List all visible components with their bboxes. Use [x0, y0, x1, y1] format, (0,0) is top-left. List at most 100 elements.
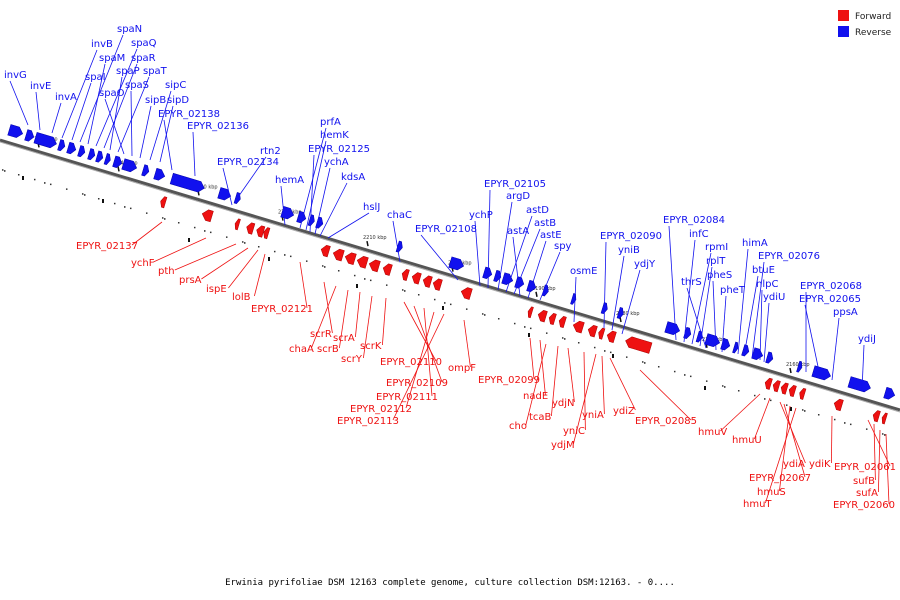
reverse-gene-label: spaP	[116, 66, 140, 77]
reverse-gene-label: thrS	[681, 277, 702, 288]
forward-gene-arrow	[382, 263, 393, 276]
minor-tick	[225, 236, 228, 238]
reverse-leader	[512, 236, 521, 297]
forward-gene-label: ydiZ	[613, 406, 635, 417]
forward-gene-arrow	[234, 218, 241, 231]
reverse-leader	[712, 280, 717, 351]
reverse-leader	[103, 63, 138, 149]
forward-leader	[873, 423, 876, 481]
reverse-leader	[327, 212, 370, 239]
forward-leader	[405, 311, 435, 409]
reverse-leader	[743, 275, 759, 357]
minor-tick	[849, 423, 852, 426]
reverse-gene-label: astE	[540, 230, 562, 241]
caption: Erwinia pyrifoliae DSM 12163 complete ge…	[225, 578, 675, 588]
minor-tick	[385, 284, 388, 286]
reverse-leader	[222, 167, 233, 206]
minor-tick	[164, 218, 166, 220]
forward-gene-label: EPYR_02137	[76, 241, 138, 252]
reverse-gene-arrow	[765, 351, 774, 364]
reverse-leader	[751, 261, 765, 359]
forward-leader	[174, 243, 237, 271]
forward-gene-arrow	[246, 222, 256, 235]
forward-gene-label: EPYR_02121	[251, 304, 313, 315]
forward-gene-arrow	[833, 398, 844, 412]
reverse-gene-arrow	[87, 148, 96, 161]
forward-gene-label: EPYR_02112	[350, 404, 412, 415]
forward-gene-label: ydjN	[552, 398, 575, 409]
reverse-gene-arrow	[141, 164, 150, 177]
reverse-gene-arrow	[732, 341, 739, 354]
minor-tick	[337, 270, 340, 272]
forward-gene-label: EPYR_02110	[380, 357, 442, 368]
reverse-gene-label: invA	[55, 92, 77, 103]
forward-gene-label: EPYR_02061	[834, 462, 896, 473]
forward-gene-arrow	[460, 287, 473, 300]
reverse-leader	[831, 317, 840, 381]
forward-leader	[228, 249, 259, 289]
reverse-leader	[721, 295, 727, 353]
reverse-gene-label: EPYR_02065	[799, 294, 861, 305]
backbone-shadow	[0, 141, 900, 413]
reverse-gene-label: ychA	[324, 157, 349, 168]
forward-gene-arrow	[263, 227, 271, 240]
reverse-leader	[691, 252, 712, 345]
forward-leader	[779, 405, 791, 492]
minor-tick	[81, 193, 84, 195]
reverse-gene-label: ydiU	[763, 292, 785, 303]
reverse-gene-label: invG	[4, 70, 27, 81]
minor-tick	[84, 194, 86, 196]
reverse-leader	[309, 154, 315, 233]
minor-tick	[481, 313, 484, 315]
major-tick	[612, 354, 614, 358]
minor-tick	[124, 206, 126, 208]
forward-leader	[539, 339, 546, 396]
tick-mark	[117, 166, 120, 172]
forward-gene-arrow	[764, 377, 773, 390]
reverse-leader	[505, 215, 533, 293]
minor-tick	[273, 250, 276, 253]
reverse-leader	[149, 90, 172, 161]
reverse-leader	[699, 266, 713, 347]
forward-leader	[609, 357, 636, 411]
reverse-leader	[319, 182, 348, 237]
reverse-gene-label: EPYR_02076	[758, 251, 820, 262]
forward-leader	[754, 397, 771, 440]
reverse-gene-label: sipC	[165, 80, 186, 91]
minor-tick	[804, 410, 806, 412]
reverse-leader	[420, 234, 459, 281]
forward-gene-label: yniA	[582, 410, 604, 421]
reverse-gene-label: invE	[30, 81, 51, 92]
minor-tick	[684, 374, 686, 376]
minor-tick	[65, 188, 68, 190]
minor-tick	[49, 183, 52, 186]
reverse-gene-label: EPYR_02090	[600, 231, 662, 242]
reverse-gene-arrow	[570, 293, 577, 305]
reverse-gene-arrow	[493, 269, 502, 282]
major-tick	[102, 199, 104, 203]
reverse-gene-label: hemA	[275, 175, 304, 186]
minor-tick	[844, 422, 846, 424]
reverse-leader	[527, 240, 547, 299]
reverse-leader	[117, 76, 150, 153]
forward-leader	[878, 429, 881, 493]
minor-tick	[721, 385, 724, 387]
forward-leader	[885, 433, 890, 505]
reverse-leader	[163, 119, 173, 171]
forward-gene-arrow	[872, 410, 881, 423]
tick-mark	[535, 291, 538, 297]
forward-leader	[831, 415, 833, 464]
reverse-gene-label: spaR	[131, 53, 156, 64]
reverse-gene-label: nlpC	[756, 279, 778, 290]
minor-tick	[884, 434, 886, 436]
reverse-leader	[487, 189, 491, 289]
forward-gene-arrow	[411, 272, 422, 285]
reverse-gene-arrow	[66, 141, 77, 155]
reverse-gene-label: prfA	[320, 117, 341, 128]
forward-gene-label: ydiA	[783, 459, 805, 470]
minor-tick	[865, 428, 868, 430]
forward-gene-label: prsA	[179, 275, 202, 286]
reverse-leader	[621, 269, 641, 335]
reverse-leader	[71, 82, 92, 141]
